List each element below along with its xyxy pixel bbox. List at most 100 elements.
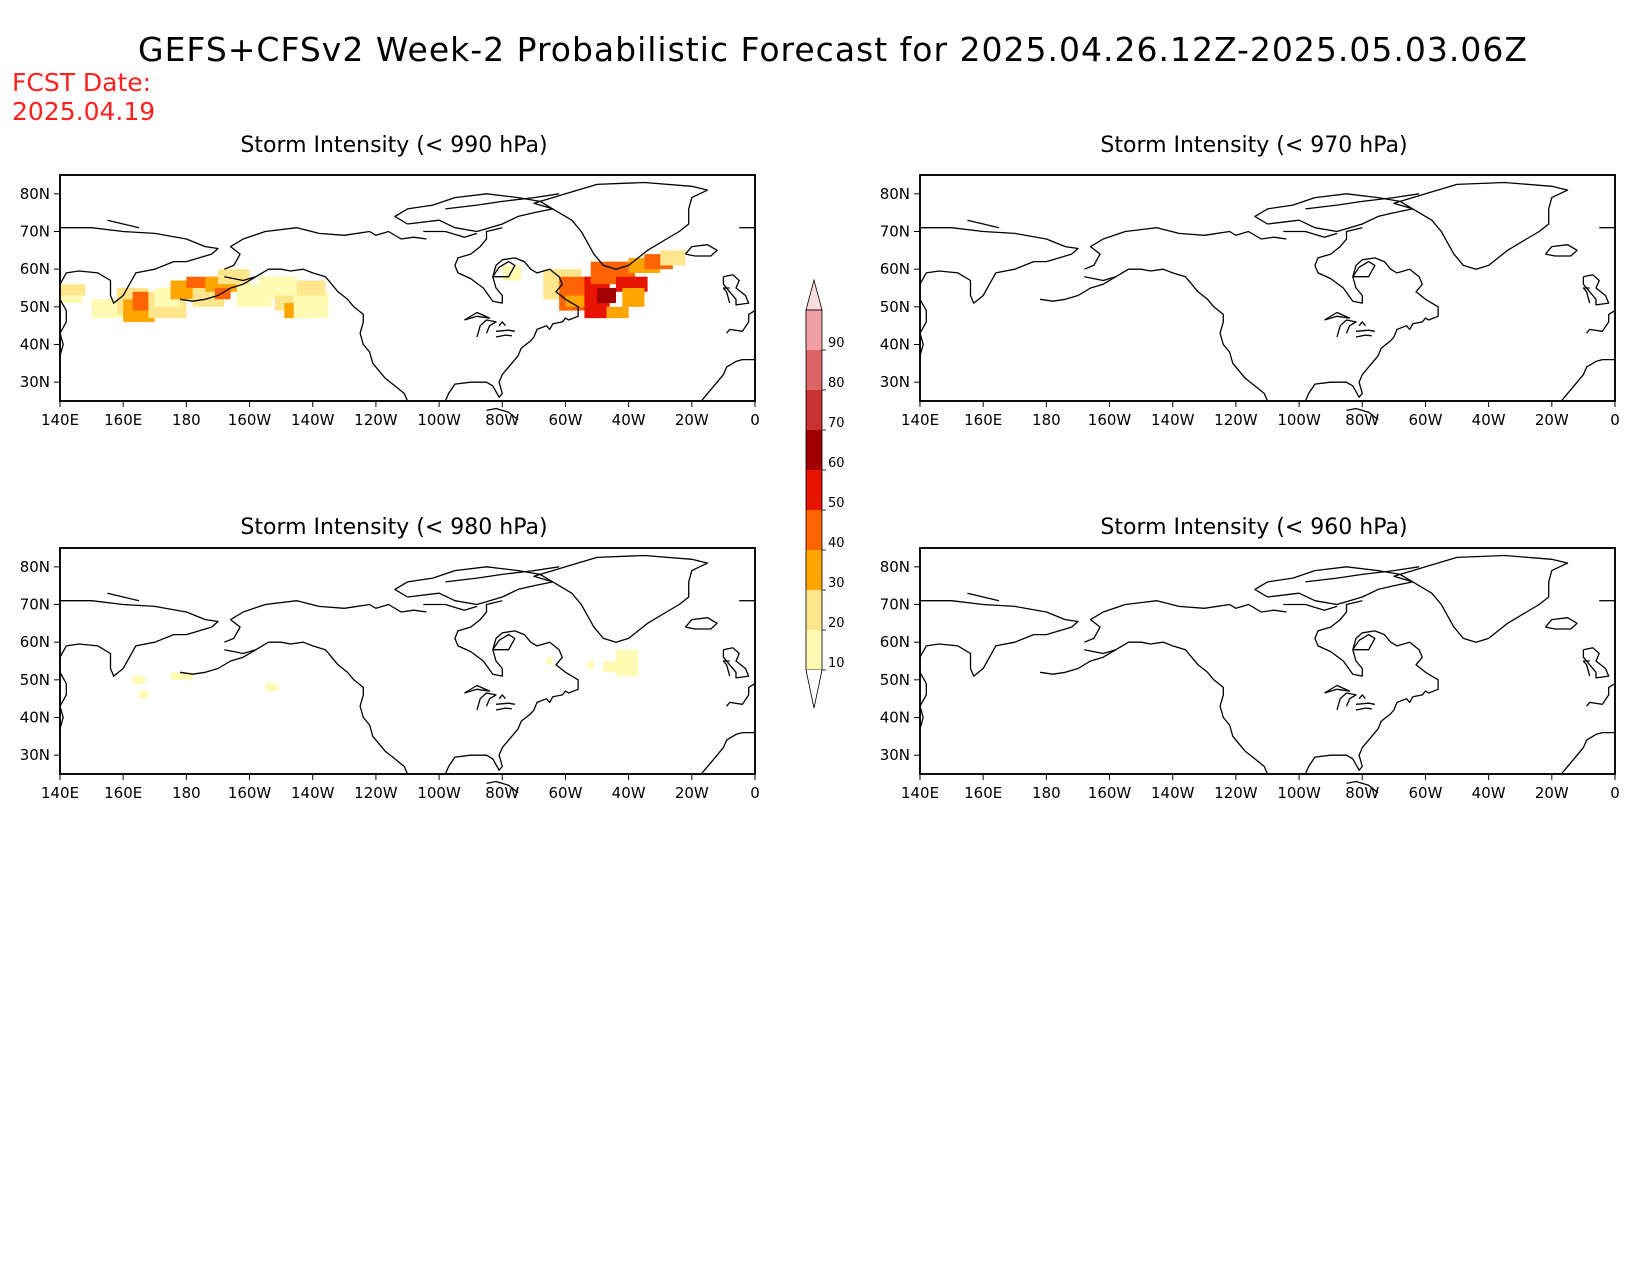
coastline	[492, 633, 516, 651]
lon-tick-label: 140W	[1151, 411, 1195, 429]
lon-tick-label: 140W	[291, 411, 335, 429]
colorbar-swatch	[806, 470, 822, 510]
coastline	[486, 407, 519, 421]
lat-tick-label: 30N	[880, 373, 910, 391]
lat-tick-label: 30N	[20, 373, 50, 391]
lat-tick-label: 60N	[20, 633, 50, 651]
coastline	[1352, 633, 1376, 651]
map-background	[59, 547, 756, 775]
coastline	[1355, 702, 1376, 705]
coastline	[1324, 684, 1351, 694]
coastline	[533, 554, 709, 643]
lat-tick-label: 60N	[880, 633, 910, 651]
coastline	[1355, 334, 1372, 338]
lon-tick-label: 60W	[1408, 784, 1442, 802]
lon-tick-label: 160W	[228, 411, 272, 429]
probability-cell	[132, 291, 149, 311]
coastline	[1586, 683, 1616, 707]
coastline	[107, 219, 140, 229]
probability-cell	[138, 691, 149, 699]
panel-title-960: Storm Intensity (< 960 hPa)	[1100, 515, 1408, 540]
coastline	[464, 311, 491, 321]
coastline	[444, 227, 579, 402]
lat-tick-label: 70N	[880, 596, 910, 614]
coastline	[59, 671, 67, 729]
lat-tick-label: 30N	[20, 746, 50, 764]
coastline	[919, 298, 927, 356]
lon-tick-label: 40W	[1472, 411, 1506, 429]
lon-tick-label: 80W	[1345, 411, 1379, 429]
colorbar-label: 90	[828, 336, 845, 351]
coastline	[1582, 274, 1610, 306]
lat-tick-label: 40N	[20, 709, 50, 727]
colorbar-swatch	[806, 430, 822, 470]
coastline	[224, 227, 427, 270]
map-panel-960: 140E 160E 180 160W 140W 120W 100W 80W 60W 40W 20W 0…	[880, 547, 1620, 802]
probability-cell	[214, 288, 231, 300]
coastlines	[59, 554, 756, 794]
panel-title-980: Storm Intensity (< 980 hPa)	[240, 515, 548, 540]
lon-tick-label: 60W	[548, 411, 582, 429]
lon-tick-label: 40W	[612, 411, 646, 429]
lat-tick-label: 60N	[880, 260, 910, 278]
coastline	[445, 193, 560, 210]
lon-tick-label: 140W	[1151, 784, 1195, 802]
coastline	[464, 684, 491, 694]
coastline	[495, 329, 516, 332]
lon-tick-label: 160W	[228, 784, 272, 802]
lon-tick-label: 20W	[675, 411, 709, 429]
coastline	[1305, 193, 1420, 210]
probability-cell	[60, 295, 83, 304]
probability-fill	[132, 649, 639, 699]
coastline	[1355, 329, 1376, 332]
map-frame	[59, 547, 756, 775]
lat-tick-label: 40N	[880, 709, 910, 727]
lon-tick-label: 40W	[612, 784, 646, 802]
lat-tick-label: 80N	[880, 185, 910, 203]
coastline	[1560, 731, 1615, 775]
coastline	[59, 298, 67, 356]
lat-tick-label: 70N	[20, 223, 50, 241]
map-background	[919, 174, 1616, 402]
coastline	[1039, 649, 1117, 675]
probability-cell	[502, 265, 522, 281]
coastline	[1346, 407, 1379, 421]
map-panel-970: 140E 160E 180 160W 140W 120W 100W 80W 60W 40W 20W 0…	[880, 174, 1620, 429]
coastline	[486, 780, 519, 794]
coastline	[967, 219, 1000, 229]
coastline	[224, 600, 427, 643]
colorbar-label: 70	[828, 416, 845, 431]
coastline	[1283, 230, 1338, 238]
coastlines	[919, 554, 1616, 794]
map-panel-990: 140E 160E 180 160W 140W 120W 100W 80W 60W 40W 20W 0…	[20, 174, 760, 429]
coastline	[476, 692, 497, 711]
colorbar-swatch	[806, 390, 822, 430]
coastline	[1254, 566, 1414, 606]
main-title: GEFS+CFSv2 Week-2 Probabilistic Forecast…	[138, 30, 1528, 69]
lon-tick-label: 100W	[417, 784, 461, 802]
lat-tick-label: 70N	[20, 596, 50, 614]
colorbar-bottom-arrow	[805, 669, 823, 709]
probability-cell	[91, 299, 124, 319]
probability-cell	[565, 295, 585, 307]
colorbar-swatch	[806, 350, 822, 390]
lat-tick-label: 60N	[20, 260, 50, 278]
lat-tick-label: 50N	[880, 298, 910, 316]
lat-tick-label: 40N	[20, 336, 50, 354]
coastline	[722, 287, 731, 304]
probability-cell	[660, 250, 686, 266]
coastline	[1393, 181, 1569, 270]
coastline	[1545, 244, 1578, 257]
probability-cell	[170, 672, 193, 680]
coastline	[1336, 692, 1357, 711]
coastline	[1346, 780, 1379, 794]
coastline	[533, 181, 709, 270]
lon-tick-label: 120W	[354, 784, 398, 802]
coastline	[919, 671, 927, 729]
probability-cell	[259, 276, 297, 300]
colorbar-label: 60	[828, 456, 845, 471]
lon-tick-label: 0	[1610, 411, 1620, 429]
coastline	[919, 600, 1079, 677]
coastline	[1582, 647, 1610, 679]
probability-fill	[60, 250, 686, 322]
